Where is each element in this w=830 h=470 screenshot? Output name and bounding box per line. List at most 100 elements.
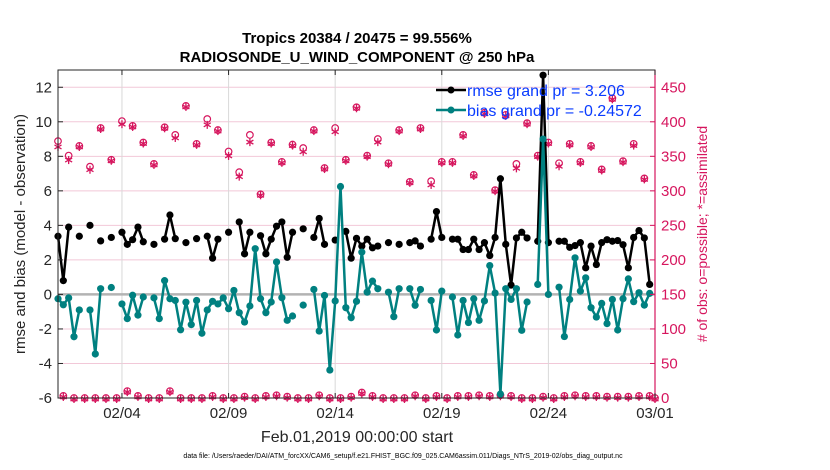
obs-assimilated-marker — [320, 165, 329, 174]
rmse-point — [518, 228, 526, 236]
bias-point — [630, 298, 638, 306]
obs-assimilated-marker — [128, 122, 137, 131]
rmse-point — [75, 232, 83, 240]
bias-line-segment — [429, 290, 444, 332]
rmse-point — [598, 239, 606, 247]
rmse-point — [496, 175, 505, 183]
rmse-point — [256, 232, 265, 240]
bias-point — [598, 299, 606, 307]
bias-point — [491, 289, 499, 297]
bias-point — [134, 311, 142, 319]
obs-assimilated-marker — [448, 158, 457, 167]
x-axis-label: Feb.01,2019 00:00:00 start — [261, 429, 454, 446]
obs-assimilated-marker — [363, 152, 371, 161]
chart-title-line1: Tropics 20384 / 20475 = 99.556% — [242, 30, 472, 47]
obs-assimilated-marker — [480, 109, 489, 118]
bias-point — [65, 294, 73, 302]
bias-point — [560, 332, 568, 341]
rmse-point — [65, 223, 73, 231]
rmse-point — [491, 233, 499, 242]
rmse-point — [363, 235, 371, 243]
obs-assimilated-marker — [278, 158, 286, 167]
bias-point — [347, 314, 355, 322]
bias-point — [208, 297, 217, 305]
rmse-point — [475, 245, 483, 254]
rmse-point — [374, 242, 382, 250]
rmse-point — [427, 235, 435, 243]
rmse-point — [438, 233, 446, 242]
rmse-point — [587, 242, 595, 250]
bias-point — [619, 295, 627, 303]
obs-assimilated-marker — [267, 139, 276, 148]
rmse-point — [288, 228, 297, 236]
bias-point — [192, 296, 201, 305]
bias-point — [646, 289, 654, 297]
legend-rmse-label: rmse grand pr = 3.206 — [467, 83, 625, 100]
obs-assimilated-marker — [310, 127, 318, 136]
legend-rmse-marker — [447, 86, 455, 94]
bias-point — [470, 295, 478, 303]
rmse-point — [86, 221, 94, 229]
series-lines — [54, 71, 654, 398]
bias-point — [624, 275, 632, 283]
obs-assimilated-marker — [358, 389, 366, 398]
bias-point — [97, 285, 105, 293]
bias-point — [454, 331, 462, 339]
bias-point — [299, 301, 307, 309]
rmse-point — [592, 260, 600, 269]
rmse-point — [203, 232, 211, 240]
bias-point — [464, 318, 473, 327]
bias-point — [139, 293, 147, 301]
bias-point — [272, 258, 281, 266]
obs-assimilated-marker — [342, 156, 350, 165]
bias-point — [539, 135, 547, 143]
x-tick-label: 02/19 — [423, 405, 461, 422]
bias-point — [544, 290, 552, 299]
legend-bias-label: bias grand pr = -0.24572 — [467, 103, 642, 120]
rmse-point — [123, 240, 131, 248]
rmse-point — [523, 234, 531, 242]
rmse-point — [352, 234, 361, 242]
bias-point — [582, 274, 590, 282]
rmse-point — [161, 235, 169, 243]
obs-assimilated-marker — [246, 138, 254, 147]
y-tick-label: 0 — [44, 286, 52, 303]
rmse-point — [486, 251, 494, 260]
obs-assimilated-marker — [331, 127, 340, 136]
obs-assimilated-marker — [64, 156, 73, 165]
rmse-point — [315, 214, 323, 223]
obs-assimilated-marker — [640, 175, 649, 184]
y-right-tick-label: 150 — [661, 286, 686, 303]
rmse-point — [539, 71, 547, 79]
bias-point — [182, 298, 190, 306]
y-right-tick-label: 200 — [661, 252, 686, 269]
bias-point — [70, 333, 78, 341]
y-right-tick-label: 100 — [661, 321, 686, 338]
rmse-point — [208, 254, 217, 262]
bias-point — [198, 329, 206, 337]
rmse-point — [507, 281, 515, 289]
rmse-point — [107, 233, 115, 242]
rmse-point — [246, 228, 254, 236]
bias-point — [576, 287, 584, 295]
bias-point — [171, 296, 179, 305]
bias-point — [123, 314, 131, 323]
y-tick-label: 2 — [44, 252, 52, 269]
bias-point — [342, 304, 350, 312]
y-tick-label: -6 — [39, 390, 52, 407]
obs-assimilated-marker — [395, 127, 403, 136]
obs-assimilated-marker — [629, 141, 638, 150]
obs-assimilated-marker — [491, 187, 499, 196]
y-tick-label: 6 — [44, 183, 52, 200]
rmse-point — [278, 218, 286, 226]
y-tick-label: -4 — [39, 355, 52, 372]
obs-assimilated-marker — [224, 151, 233, 160]
rmse-point — [582, 264, 590, 272]
y-right-tick-label: 0 — [661, 390, 669, 407]
obs-assimilated-marker — [384, 160, 393, 169]
bias-point — [566, 295, 574, 304]
bias-point — [203, 306, 211, 314]
obs-assimilated-marker — [166, 388, 174, 397]
bias-point — [512, 285, 521, 293]
rmse-point — [272, 222, 281, 230]
